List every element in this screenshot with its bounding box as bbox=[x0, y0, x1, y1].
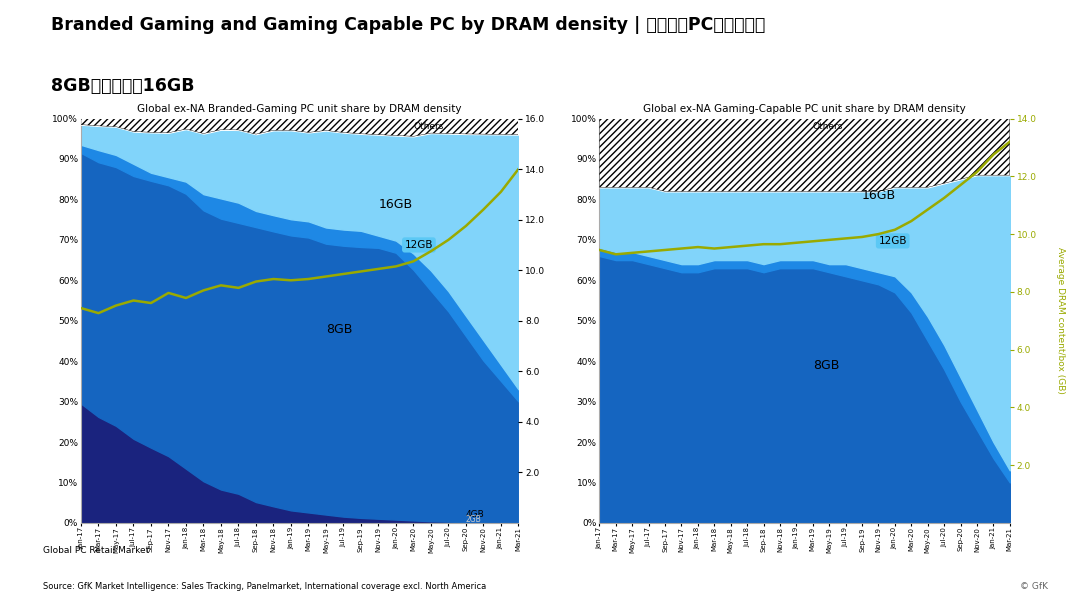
Text: Global PC Retail Market: Global PC Retail Market bbox=[43, 546, 149, 555]
Title: Global ex-NA Branded-Gaming PC unit share by DRAM density: Global ex-NA Branded-Gaming PC unit shar… bbox=[137, 103, 462, 114]
Text: © GfK: © GfK bbox=[1020, 582, 1048, 592]
Text: 4GB: 4GB bbox=[465, 510, 485, 519]
Text: 12GB: 12GB bbox=[878, 236, 907, 246]
Y-axis label: Average DRAM content/box (GB): Average DRAM content/box (GB) bbox=[1056, 247, 1065, 394]
Text: Others: Others bbox=[813, 122, 843, 131]
Text: 16GB: 16GB bbox=[862, 190, 896, 202]
Text: 8GB: 8GB bbox=[326, 323, 352, 336]
Text: 8GB: 8GB bbox=[813, 359, 839, 372]
Title: Global ex-NA Gaming-Capable PC unit share by DRAM density: Global ex-NA Gaming-Capable PC unit shar… bbox=[644, 103, 966, 114]
Text: 16GB: 16GB bbox=[378, 198, 413, 210]
Text: Source: GfK Market Intelligence: Sales Tracking, Panelmarket, International cove: Source: GfK Market Intelligence: Sales T… bbox=[43, 582, 486, 592]
Text: GfK: GfK bbox=[962, 38, 1020, 66]
Text: 8GB内存升级至16GB: 8GB内存升级至16GB bbox=[51, 77, 194, 95]
Text: 12GB: 12GB bbox=[405, 240, 433, 250]
Text: Others: Others bbox=[414, 122, 444, 131]
Text: Branded Gaming and Gaming Capable PC by DRAM density | 品牌游戏PC中，逐渐由: Branded Gaming and Gaming Capable PC by … bbox=[51, 16, 766, 35]
Text: 2GB: 2GB bbox=[465, 515, 482, 524]
